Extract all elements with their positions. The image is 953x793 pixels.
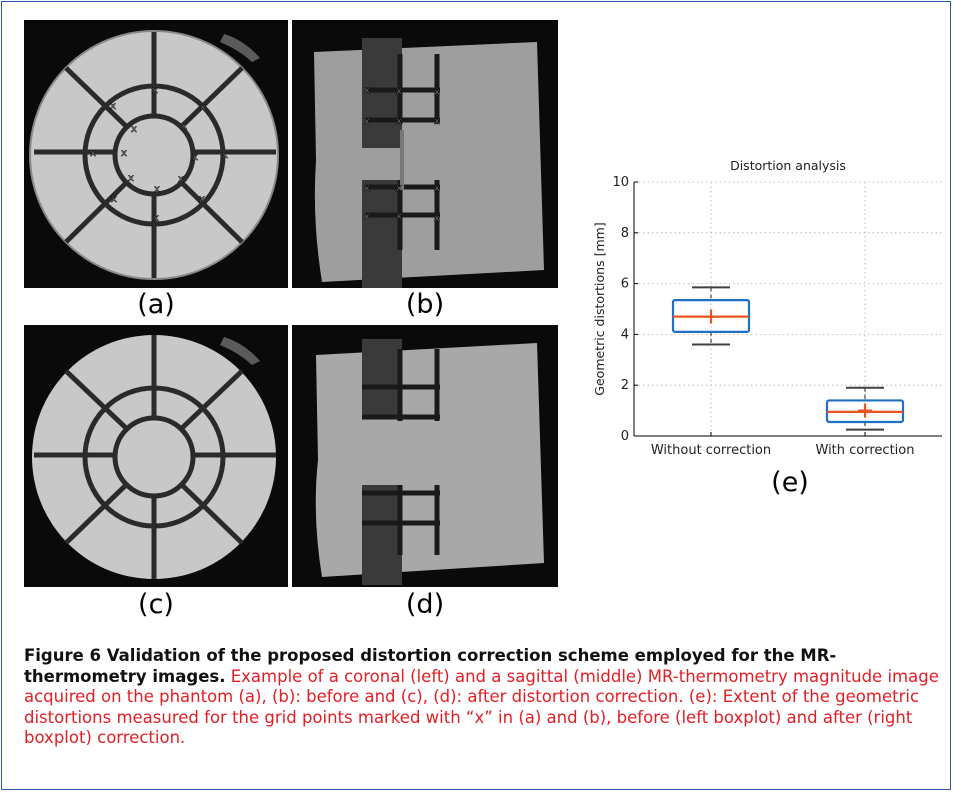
y-tick-label: 10 [612,175,629,190]
y-tick-label: 2 [621,378,629,393]
grid-point-marker: x [396,116,402,127]
grid-point-marker: x [154,184,160,195]
grid-point-marker: x [111,194,117,205]
y-tick-label: 6 [621,277,629,292]
grid-point-marker: x [90,148,96,159]
y-tick-label: 0 [621,429,629,444]
grid-point-marker: x [110,101,116,112]
figure-caption: Figure 6 Validation of the proposed dist… [24,646,944,749]
grid-point-marker: x [434,213,440,224]
grid-point-marker: x [153,213,159,224]
grid-point-marker: x [181,121,187,132]
grid-point-marker: x [396,86,402,97]
grid-point-marker: x [131,124,137,135]
caption-body: Example of a coronal (left) and a sagitt… [24,666,939,748]
grid-point-marker: x [152,85,158,96]
grid-point-marker: x [434,87,440,98]
grid-point-marker: x [396,211,402,222]
grid-point-marker: x [121,148,127,159]
caption-title: Figure 6 Validation of the proposed dist… [24,646,837,686]
grid-point-marker: x [128,173,134,184]
panel-d-label: (d) [405,589,445,620]
y-tick-label: 8 [621,226,629,241]
grid-point-marker: x [434,116,440,127]
panel-b-label: (b) [405,289,445,320]
grid-point-marker: x [178,174,184,185]
panel-e-label: (e) [771,467,809,498]
chart-title: Distortion analysis [730,158,846,173]
panel-c-image [24,325,288,587]
grid-point-marker: x [434,183,440,194]
grid-point-marker: x [364,116,370,127]
distortion-boxplot-chart: 0 2 4 6 8 10 Without correction With correction… [592,158,942,458]
x-tick-label: With correction [816,443,915,458]
grid-point-marker: x [364,211,370,222]
panel-b-image: x x x x x x x x x x x x [292,20,558,288]
x-tick-label: Without correction [651,443,771,458]
grid-point-marker: x [396,183,402,194]
panel-a-label: (a) [137,289,175,320]
grid-point-marker: x [222,150,228,161]
grid-point-marker: x [364,183,370,194]
panel-d-image [292,325,558,587]
grid-point-marker: x [364,85,370,96]
grid-point-marker: x [200,102,206,113]
y-axis-label: Geometric distortions [mm] [592,222,607,395]
grid-point-marker: x [192,152,198,163]
panel-c-label: (c) [138,589,174,620]
grid-point-marker: x [199,194,205,205]
y-tick-label: 4 [621,327,629,342]
